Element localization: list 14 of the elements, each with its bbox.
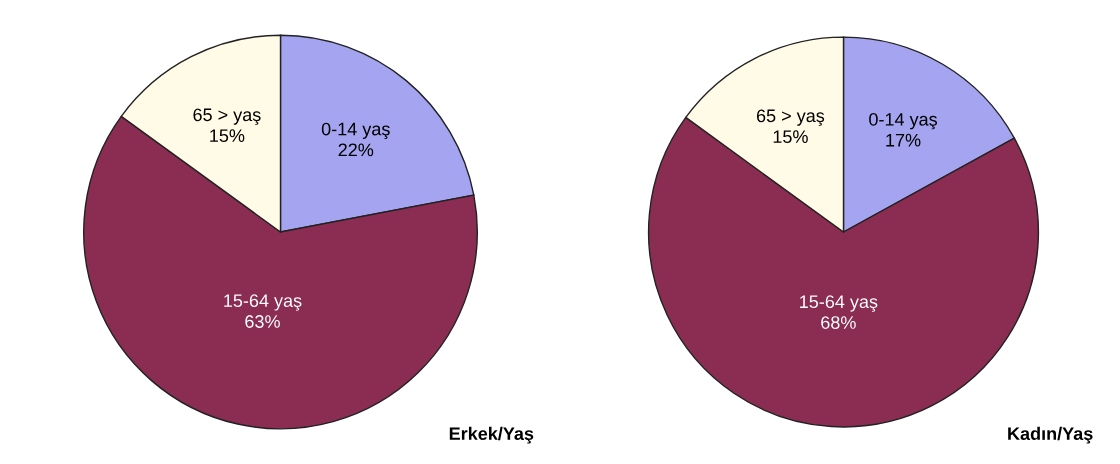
text: Erkek/Yaş (449, 426, 534, 444)
data-label: 22% (338, 143, 374, 157)
data-label: 63% (245, 315, 280, 328)
slice-label: 15-64 yaş (224, 294, 302, 311)
data-label: 15% (210, 129, 245, 143)
data-label: 17% (886, 133, 921, 147)
slice-label: 15-64 yaş (800, 295, 878, 312)
slice-label: 65 > yaş (756, 109, 825, 126)
slice-label: 0-14 yaş (869, 112, 938, 130)
slice-label: 65 > yaş (193, 108, 261, 125)
data-label: 15% (773, 130, 808, 144)
slice-label: 0-14 yaş (321, 122, 390, 140)
text: Kadın/Yaş (1008, 426, 1093, 444)
data-label: 68% (821, 316, 856, 329)
